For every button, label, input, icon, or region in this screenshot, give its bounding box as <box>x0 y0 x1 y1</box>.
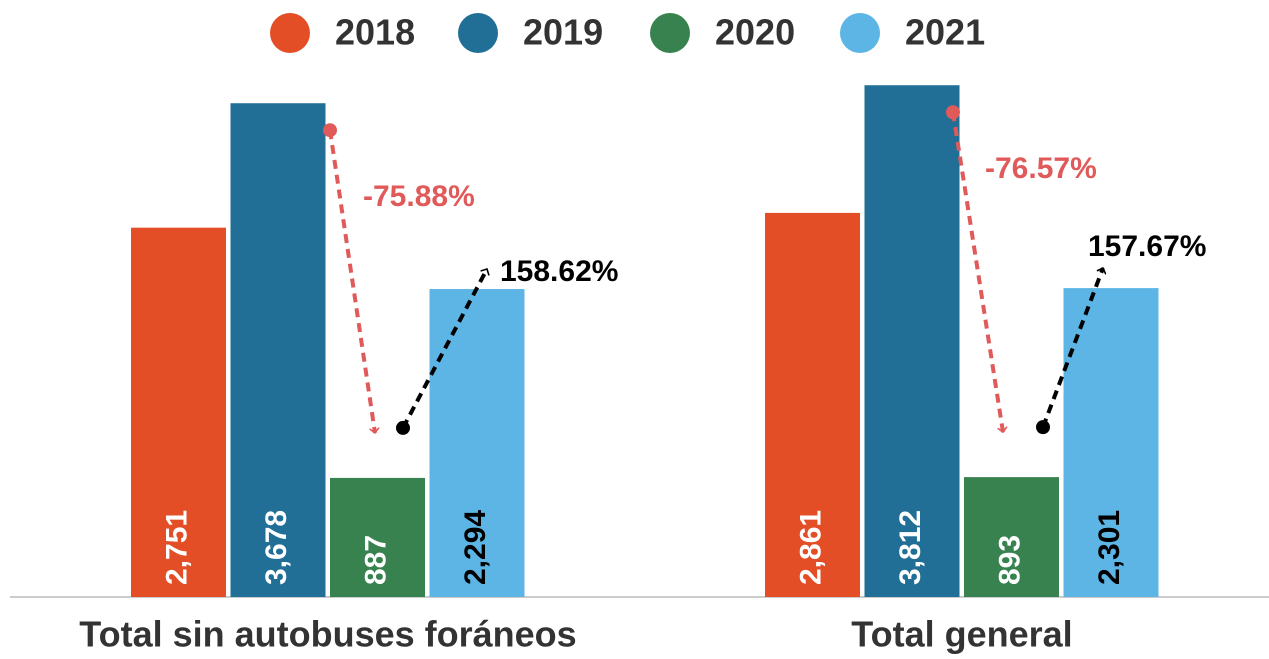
category-label: Total sin autobuses foráneos <box>79 614 576 655</box>
bar <box>864 85 960 597</box>
annotation: 157.67% <box>1088 230 1206 263</box>
value-label: 893 <box>993 535 1026 585</box>
legend-label: 2019 <box>523 12 603 53</box>
legend-marker <box>650 13 690 53</box>
value-label: 2,861 <box>794 510 827 585</box>
legend-label: 2021 <box>905 12 985 53</box>
bar <box>765 212 860 597</box>
legend-label: 2018 <box>335 12 415 53</box>
value-label: 2,751 <box>160 510 193 585</box>
value-label: 3,812 <box>894 510 927 585</box>
arrow <box>951 111 1003 432</box>
bar <box>230 103 326 597</box>
legend-marker <box>840 13 880 53</box>
annotation: 158.62% <box>500 255 618 288</box>
category-label: Total general <box>851 614 1072 655</box>
bar <box>1063 288 1159 597</box>
bar <box>964 477 1059 597</box>
arrow <box>328 129 375 433</box>
annotation: -76.57% <box>985 152 1097 185</box>
annotation: -75.88% <box>363 180 475 213</box>
value-label: 887 <box>359 535 392 585</box>
arrow <box>1041 268 1103 428</box>
legend-label: 2020 <box>715 12 795 53</box>
bar <box>330 477 425 597</box>
value-label: 2,294 <box>459 510 492 585</box>
bar <box>131 227 226 597</box>
legend-marker <box>270 13 310 53</box>
value-label: 2,301 <box>1093 510 1126 585</box>
value-label: 3,678 <box>260 510 293 585</box>
bar <box>429 289 525 597</box>
legend-marker <box>458 13 498 53</box>
